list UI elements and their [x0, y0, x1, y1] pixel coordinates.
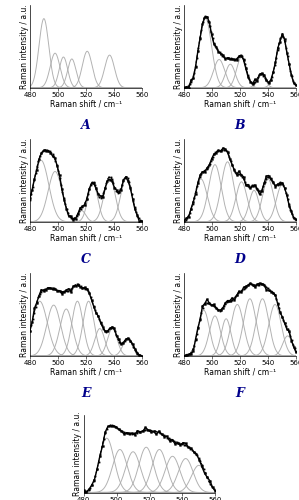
Y-axis label: Raman intensity / a.u.: Raman intensity / a.u. [19, 272, 28, 357]
X-axis label: Raman shift / cm⁻¹: Raman shift / cm⁻¹ [204, 234, 276, 242]
Y-axis label: Raman intensity / a.u.: Raman intensity / a.u. [19, 138, 28, 223]
Text: E: E [81, 388, 91, 400]
Text: F: F [236, 388, 245, 400]
Text: D: D [235, 254, 245, 266]
X-axis label: Raman shift / cm⁻¹: Raman shift / cm⁻¹ [50, 100, 122, 108]
Text: B: B [235, 119, 245, 132]
Y-axis label: Raman intensity / a.u.: Raman intensity / a.u. [174, 138, 183, 223]
X-axis label: Raman shift / cm⁻¹: Raman shift / cm⁻¹ [204, 368, 276, 376]
Y-axis label: Raman intensity / a.u.: Raman intensity / a.u. [19, 4, 28, 89]
X-axis label: Raman shift / cm⁻¹: Raman shift / cm⁻¹ [204, 100, 276, 108]
Y-axis label: Raman intensity / a.u.: Raman intensity / a.u. [174, 4, 183, 89]
Text: A: A [81, 119, 91, 132]
X-axis label: Raman shift / cm⁻¹: Raman shift / cm⁻¹ [50, 234, 122, 242]
Y-axis label: Raman intensity / a.u.: Raman intensity / a.u. [73, 412, 82, 496]
Text: C: C [81, 254, 91, 266]
X-axis label: Raman shift / cm⁻¹: Raman shift / cm⁻¹ [50, 368, 122, 376]
Y-axis label: Raman intensity / a.u.: Raman intensity / a.u. [174, 272, 183, 357]
